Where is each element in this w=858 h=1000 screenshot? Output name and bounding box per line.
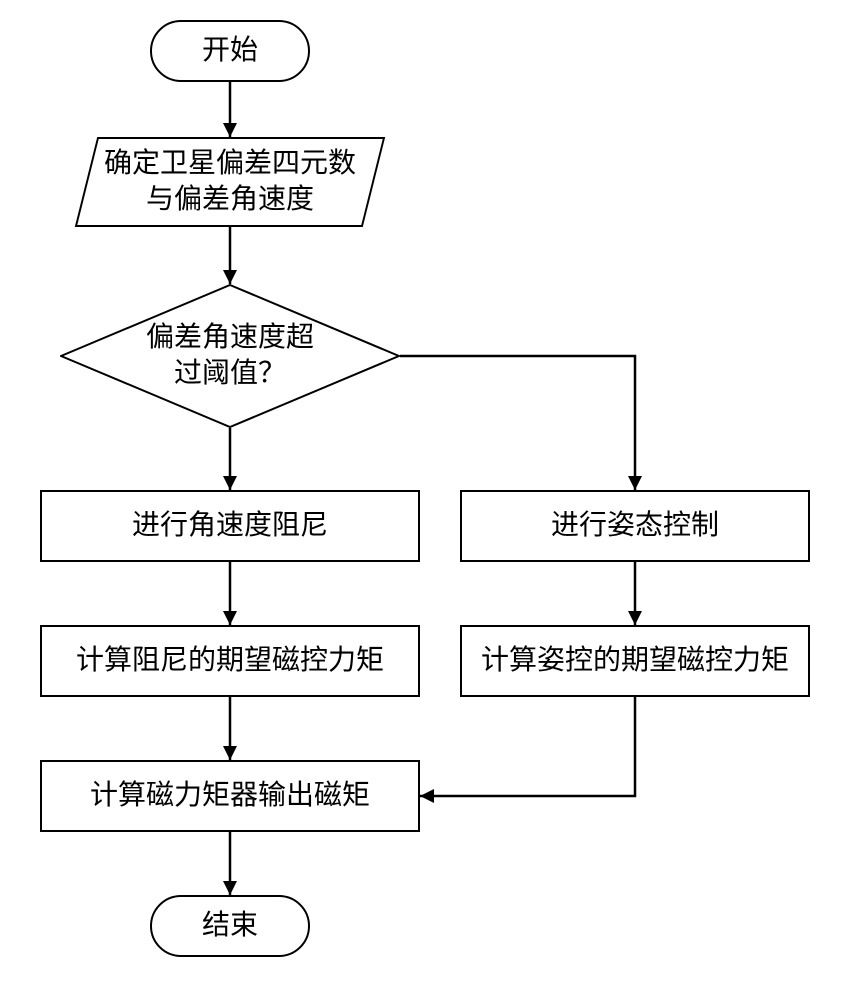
node-label: 计算磁力矩器输出磁矩 — [90, 778, 370, 814]
node-label: 进行角速度阻尼 — [132, 508, 328, 544]
flow-node-output: 计算磁力矩器输出磁矩 — [40, 760, 420, 832]
flow-node-end: 结束 — [150, 895, 310, 957]
node-label: 开始 — [202, 33, 258, 69]
node-label-line2: 与偏差角速度 — [104, 182, 356, 218]
node-label: 结束 — [202, 908, 258, 944]
flow-node-calc-attitude: 计算姿控的期望磁控力矩 — [460, 625, 810, 697]
node-label-wrap: 确定卫星偏差四元数 与偏差角速度 — [86, 137, 374, 227]
flow-node-decision: 偏差角速度超 过阈值？ — [60, 284, 400, 428]
node-label: 计算姿控的期望磁控力矩 — [481, 643, 789, 679]
flow-node-calc-damping: 计算阻尼的期望磁控力矩 — [40, 625, 420, 697]
node-label-line1: 确定卫星偏差四元数 — [104, 146, 356, 182]
node-label: 进行姿态控制 — [551, 508, 719, 544]
flow-node-start: 开始 — [150, 20, 310, 82]
flow-node-input: 确定卫星偏差四元数 与偏差角速度 — [86, 137, 374, 227]
node-label-line1: 偏差角速度超 — [146, 320, 314, 356]
node-label-wrap: 偏差角速度超 过阈值？ — [60, 284, 400, 428]
flow-node-attitude: 进行姿态控制 — [460, 490, 810, 562]
node-label-line2: 过阈值？ — [146, 356, 314, 392]
node-label: 计算阻尼的期望磁控力矩 — [76, 643, 384, 679]
flow-node-damping: 进行角速度阻尼 — [40, 490, 420, 562]
